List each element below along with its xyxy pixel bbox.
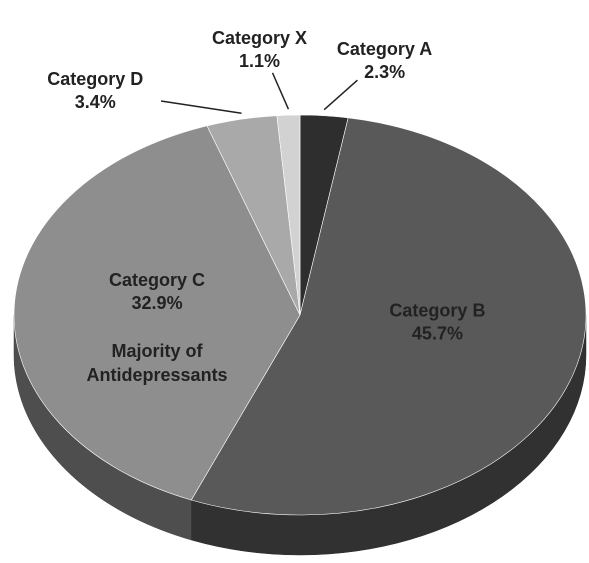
leader-line bbox=[323, 79, 358, 111]
category-label: Category C bbox=[109, 270, 205, 290]
category-label: Category X bbox=[212, 28, 307, 48]
leader-line bbox=[160, 100, 242, 114]
category-label: Category B bbox=[389, 300, 485, 320]
value-label: 3.4% bbox=[75, 92, 116, 112]
value-label: 2.3% bbox=[364, 62, 405, 82]
category-label: Category D bbox=[47, 69, 143, 89]
slice bbox=[276, 114, 301, 316]
value-label: 45.7% bbox=[412, 323, 463, 343]
value-label: 1.1% bbox=[239, 51, 280, 71]
leader-line bbox=[271, 72, 290, 110]
annotation: Antidepressants bbox=[87, 365, 228, 385]
value-label: 32.9% bbox=[132, 293, 183, 313]
category-label: Category A bbox=[337, 39, 432, 59]
slice bbox=[13, 125, 301, 501]
annotation: Majority of bbox=[112, 341, 204, 361]
slice bbox=[190, 117, 587, 516]
